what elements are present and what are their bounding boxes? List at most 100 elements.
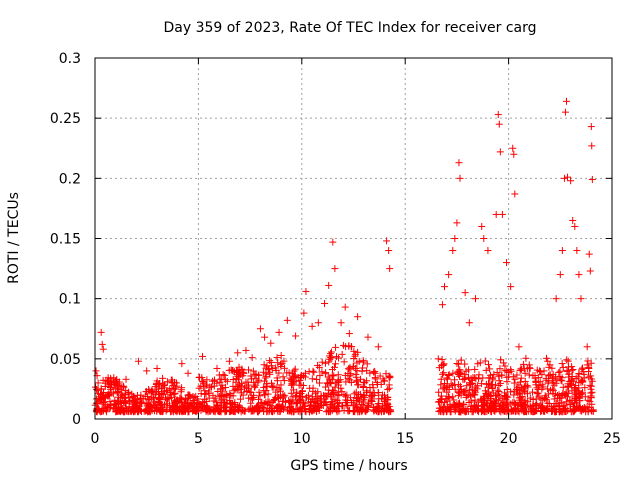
data-point (272, 388, 280, 396)
data-point (588, 400, 596, 408)
data-point (229, 392, 237, 400)
data-point (302, 287, 310, 295)
data-point (269, 396, 277, 404)
data-point (585, 250, 593, 258)
data-point (278, 403, 286, 411)
data-point (561, 392, 569, 400)
data-point (579, 364, 587, 372)
data-point (558, 374, 566, 382)
data-point (178, 360, 186, 368)
data-point (380, 377, 388, 385)
data-point (329, 389, 337, 397)
data-point (126, 397, 134, 405)
data-point (214, 401, 222, 409)
data-point (475, 371, 483, 379)
data-point (225, 366, 233, 374)
data-point (277, 387, 285, 395)
data-point (587, 359, 595, 367)
data-point (236, 371, 244, 379)
data-point (541, 394, 549, 402)
data-point (262, 372, 270, 380)
data-point (290, 386, 298, 394)
data-point (272, 364, 280, 372)
x-tick-label: 0 (91, 431, 100, 447)
data-point (250, 383, 258, 391)
data-point (486, 365, 494, 373)
data-point (440, 369, 448, 377)
data-point (301, 369, 309, 377)
data-point (102, 406, 110, 414)
data-point (509, 373, 517, 381)
data-point (122, 407, 130, 415)
y-axis-label: ROTI / TECUs (6, 192, 22, 284)
data-point (314, 319, 322, 327)
data-point (110, 400, 118, 408)
data-point (509, 144, 517, 152)
data-point (129, 404, 137, 412)
data-point (576, 407, 584, 415)
y-tick-label: 0.05 (50, 352, 81, 368)
data-point (449, 247, 457, 255)
data-point (521, 401, 529, 409)
axis-ticks (94, 57, 613, 420)
data-point (134, 406, 142, 414)
data-point (122, 375, 130, 383)
data-point (559, 364, 567, 372)
data-point (322, 383, 330, 391)
data-point (517, 365, 525, 373)
data-point (345, 365, 353, 373)
data-point (202, 390, 210, 398)
data-point (92, 395, 100, 403)
data-point (332, 343, 340, 351)
y-tick-label: 0.25 (50, 111, 81, 127)
data-point (442, 395, 450, 403)
data-point (455, 159, 463, 167)
data-point (350, 347, 358, 355)
data-point (242, 346, 250, 354)
data-point (443, 375, 451, 383)
data-point (449, 393, 457, 401)
data-point (342, 378, 350, 386)
data-point (437, 392, 445, 400)
data-points (91, 97, 597, 416)
data-point (532, 395, 540, 403)
data-point (277, 351, 285, 359)
data-point (443, 388, 451, 396)
data-point (254, 408, 262, 416)
data-point (376, 372, 384, 380)
data-point (221, 392, 229, 400)
data-point (341, 303, 349, 311)
data-point (545, 390, 553, 398)
data-point (290, 367, 298, 375)
data-point (549, 379, 557, 387)
data-point (143, 406, 151, 414)
data-point (173, 382, 181, 390)
data-point (365, 402, 373, 410)
data-point (114, 404, 122, 412)
data-point (383, 237, 391, 245)
data-point (311, 389, 319, 397)
data-point (307, 398, 315, 406)
data-point (503, 393, 511, 401)
data-point (154, 381, 162, 389)
data-point (245, 366, 253, 374)
data-point (384, 386, 392, 394)
data-point (474, 402, 482, 410)
data-point (588, 176, 596, 184)
data-point (503, 259, 511, 267)
data-point (201, 390, 209, 398)
data-point (248, 375, 256, 383)
data-point (364, 333, 372, 341)
data-point (225, 357, 233, 365)
data-point (104, 392, 112, 400)
data-point (159, 383, 167, 391)
data-point (484, 247, 492, 255)
data-point (230, 387, 238, 395)
data-point (292, 393, 300, 401)
data-point (297, 372, 305, 380)
data-point (197, 382, 205, 390)
data-point (92, 367, 100, 375)
x-axis-label: GPS time / hours (290, 458, 407, 474)
data-point (559, 383, 567, 391)
data-point (287, 376, 295, 384)
